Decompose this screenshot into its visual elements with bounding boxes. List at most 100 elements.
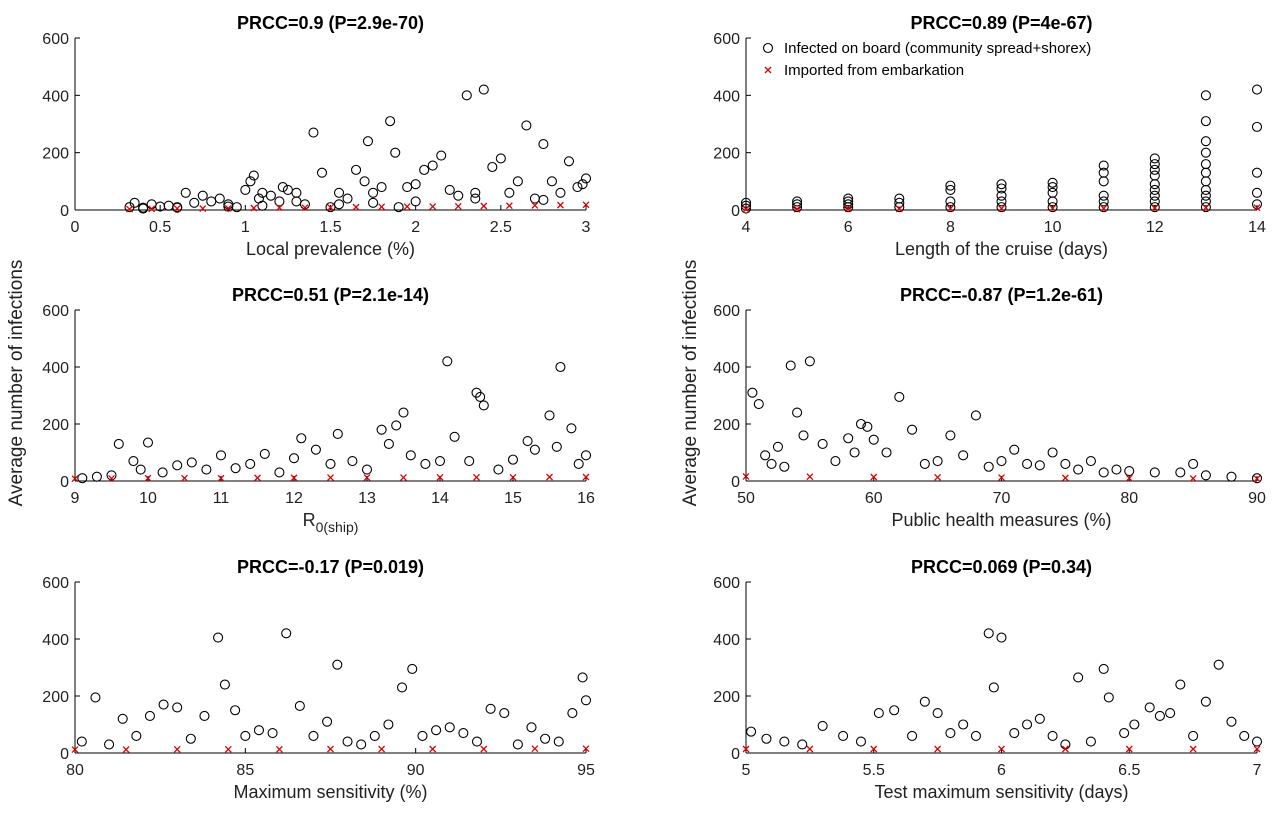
data-point-infected	[131, 730, 142, 741]
x-tick-label: 14	[431, 490, 449, 507]
data-point-infected	[1200, 184, 1211, 195]
data-point-infected	[1200, 196, 1211, 207]
data-point-infected	[135, 464, 146, 475]
data-point-infected	[1009, 727, 1020, 739]
data-point-infected	[1175, 679, 1186, 690]
data-point-imported	[1100, 204, 1108, 212]
data-point-infected	[1034, 713, 1045, 724]
data-point-infected	[230, 705, 241, 716]
data-point-infected	[907, 730, 918, 741]
data-point-infected	[1200, 190, 1211, 201]
data-point-infected	[792, 407, 803, 418]
data-point-infected	[1149, 179, 1160, 190]
data-point-infected	[369, 730, 380, 741]
data-point-infected	[471, 736, 483, 747]
data-point-infected	[172, 460, 183, 471]
data-point-infected	[213, 632, 224, 643]
data-point-infected	[376, 424, 387, 435]
data-point-infected	[1154, 710, 1165, 722]
data-point-imported	[1202, 204, 1210, 212]
data-point-infected	[277, 182, 288, 193]
x-tick-label: 90	[1248, 490, 1266, 507]
data-point-infected	[267, 727, 278, 739]
data-point-imported	[181, 474, 188, 482]
chart-panel-3: 9 10 11 12 13 14 15 16 0 200 400 600 PRCC=0.51 (P=2.…	[42, 285, 595, 535]
data-point-imported	[582, 745, 590, 753]
data-point-infected	[274, 196, 285, 207]
x-tick-label: 9	[71, 490, 80, 507]
data-point-infected	[219, 679, 230, 690]
data-point-infected	[1251, 121, 1263, 132]
data-point-imported	[1125, 745, 1133, 753]
data-point-infected	[919, 696, 930, 707]
x-tick-label: 95	[577, 762, 595, 779]
data-point-infected	[144, 710, 155, 722]
data-point-infected	[223, 201, 234, 212]
data-point-infected	[740, 197, 752, 208]
data-point-infected	[128, 455, 139, 467]
y-tick-label: 0	[731, 746, 740, 763]
data-point-imported	[254, 474, 261, 482]
data-point-infected	[1047, 447, 1058, 458]
data-point-infected	[444, 722, 455, 733]
data-point-infected	[873, 708, 884, 719]
data-point-infected	[197, 190, 208, 201]
x-tick-label: 7	[1253, 762, 1262, 779]
y-tick-label: 0	[60, 474, 69, 491]
y-tick-label: 400	[713, 88, 740, 105]
x-tick-label: 80	[1120, 490, 1138, 507]
x-tick-label: 4	[742, 219, 751, 236]
data-point-infected	[201, 464, 212, 475]
data-point-infected	[402, 182, 413, 193]
data-point-infected	[1149, 467, 1160, 478]
data-point-infected	[1047, 177, 1058, 188]
data-point-infected	[792, 202, 803, 213]
chart-panel-6: 5 5.5 6 6.5 7 0 200 400 600 PRCC=0.069 (P=0.34) Te…	[713, 557, 1263, 802]
chart-panel-1: 0 0.5 1 1.5 2 2.5 3 0 200 400 600 PRCC=0.9 (P=2.9e-…	[42, 13, 592, 259]
data-point-infected	[945, 727, 956, 739]
data-point-infected	[1009, 444, 1020, 455]
data-point-infected	[356, 739, 367, 750]
data-point-infected	[1047, 730, 1058, 741]
data-point-infected	[1175, 467, 1186, 478]
x-tick-label: 6	[997, 762, 1006, 779]
data-point-imported	[429, 203, 437, 211]
data-point-infected	[740, 203, 752, 214]
data-point-imported	[946, 205, 954, 213]
data-point-infected	[383, 438, 394, 450]
data-point-infected	[1251, 199, 1263, 210]
data-point-infected	[522, 436, 533, 447]
data-point-infected	[294, 700, 305, 712]
data-point-infected	[383, 719, 394, 730]
chart-title: PRCC=0.89 (P=4e-67)	[910, 13, 1092, 33]
data-point-infected	[410, 196, 421, 207]
data-point-imported	[480, 745, 488, 753]
data-point-infected	[988, 682, 999, 693]
data-point-imported	[173, 745, 181, 753]
data-point-imported	[403, 203, 411, 211]
data-point-imported	[122, 746, 130, 754]
y-tick-label: 600	[42, 303, 69, 320]
data-point-infected	[129, 197, 140, 208]
y-tick-label: 200	[713, 146, 740, 163]
data-point-infected	[1103, 692, 1114, 703]
data-point-infected	[376, 182, 387, 193]
data-point-infected	[1149, 184, 1160, 195]
data-point-infected	[538, 194, 549, 206]
data-point-infected	[1047, 202, 1058, 213]
data-point-infected	[843, 196, 854, 207]
chart-panel-4: 50 60 70 80 90 0 200 400 600 PRCC=-0.87 (P=1.2e-6…	[713, 285, 1266, 530]
data-point-infected	[504, 187, 515, 198]
data-point-infected	[172, 202, 183, 213]
legend-marker-circle	[762, 42, 774, 54]
data-point-imported	[473, 473, 480, 481]
data-point-imported	[1189, 474, 1197, 482]
x-tick-label: 12	[1146, 219, 1164, 236]
data-point-infected	[487, 161, 498, 173]
data-point-infected	[186, 457, 197, 468]
y-tick-label: 400	[42, 88, 69, 105]
data-point-infected	[420, 458, 431, 469]
data-point-infected	[180, 187, 191, 198]
data-point-infected	[1251, 187, 1263, 198]
x-tick-label: 5.5	[863, 762, 885, 779]
